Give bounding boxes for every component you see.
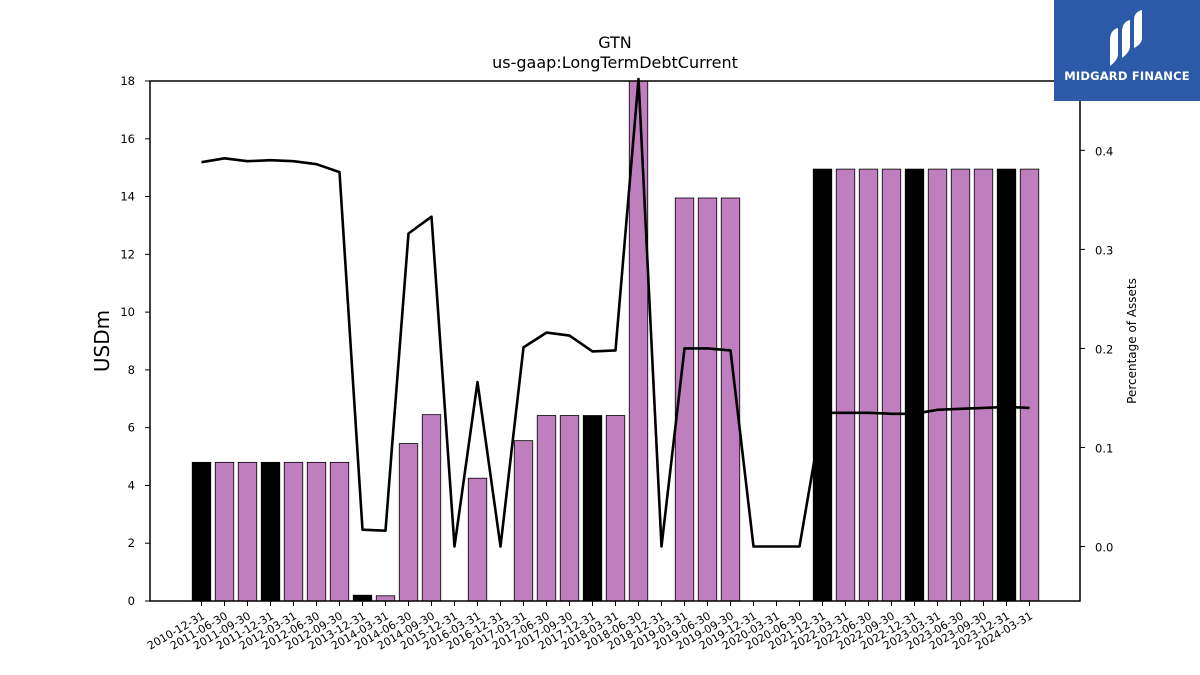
bar: [835, 168, 856, 602]
bar: [283, 461, 304, 602]
y-tick-label: 14: [120, 190, 135, 204]
y2-tick-label: 0.0: [1095, 541, 1113, 555]
y-tick-label: 18: [120, 74, 135, 88]
logo-text: MIDGARD FINANCE: [1064, 69, 1190, 83]
y2-tick-label: 0.1: [1095, 441, 1113, 455]
bar: [306, 461, 327, 602]
bar: [237, 461, 258, 602]
bar: [927, 168, 948, 602]
bar: [352, 594, 373, 602]
y-tick-label: 8: [128, 363, 135, 377]
bar: [467, 477, 488, 602]
bar: [881, 168, 902, 602]
chart-title: GTN: [598, 33, 632, 52]
line-series: [201, 77, 1030, 548]
bar: [398, 443, 419, 602]
line-path: [201, 77, 1030, 548]
bar: [697, 197, 718, 602]
logo: MIDGARD FINANCE: [1054, 0, 1200, 101]
bar: [214, 461, 235, 602]
y-tick-label: 4: [128, 478, 135, 492]
bar: [375, 595, 396, 602]
bar: [582, 415, 603, 602]
bar: [191, 461, 212, 602]
y-tick-label: 0: [128, 594, 135, 608]
y-tick-label: 6: [128, 421, 135, 435]
chart-subtitle: us-gaap:LongTermDebtCurrent: [492, 53, 738, 72]
bar: [996, 168, 1017, 602]
y-tick-label: 16: [120, 132, 135, 146]
y2-tick-label: 0.4: [1095, 144, 1113, 158]
bar: [812, 168, 833, 602]
bar-series: [191, 80, 1040, 602]
y2-tick-label: 0.2: [1095, 342, 1113, 356]
bar: [513, 440, 534, 602]
y2-axis-label: Percentage of Assets: [1125, 278, 1139, 404]
y-axis-label: USDm: [90, 310, 114, 372]
y-tick-label: 12: [120, 247, 135, 261]
y-tick-label: 10: [120, 305, 135, 319]
y2-tick-label: 0.3: [1095, 243, 1113, 257]
bar: [950, 168, 971, 602]
bar: [1019, 168, 1040, 602]
bar: [605, 415, 626, 602]
bar: [973, 168, 994, 602]
x-axis: 2010-12-312011-06-302011-09-302011-12-31…: [145, 601, 1035, 653]
bar: [329, 461, 350, 602]
bar: [421, 414, 442, 602]
y-tick-label: 2: [128, 536, 135, 550]
bar: [559, 415, 580, 602]
bar: [858, 168, 879, 602]
bar: [260, 461, 281, 602]
bar: [536, 415, 557, 602]
y-axis-left: 0 2 4 6 8 10 12 14 16 18: [120, 74, 150, 608]
y-axis-right: 0.0 0.1 0.2 0.3 0.4: [1080, 144, 1113, 555]
midgard-logo-icon: [1110, 10, 1142, 66]
bar: [904, 168, 925, 602]
